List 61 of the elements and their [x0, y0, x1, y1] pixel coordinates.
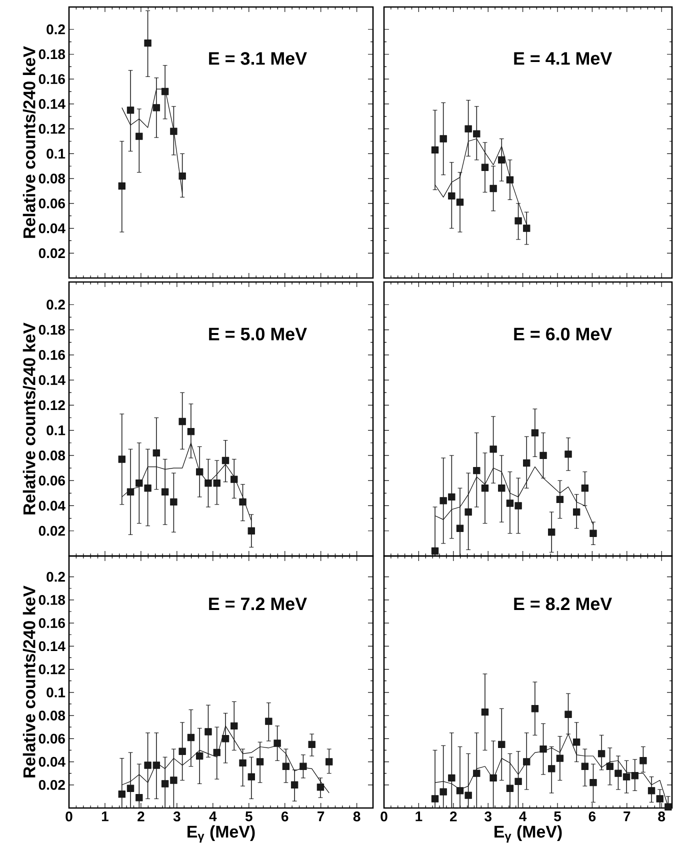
x-tick-label: 6 — [588, 812, 596, 822]
text: E = 4.1 MeV — [514, 52, 612, 65]
y-tick-label: 0.08 — [38, 174, 66, 184]
x-axis-title: E$_{γ}$ (MeV) — [188, 825, 255, 843]
y-tick-label: 0.14 — [38, 375, 66, 385]
y-tick-label: 0.18 — [38, 324, 66, 335]
x-tick-label: 0 — [66, 812, 72, 822]
y-tick-label: 0.14 — [38, 641, 66, 652]
y-tick-label: 0.18 — [38, 594, 66, 605]
x-tick-label: 3 — [173, 812, 180, 822]
y-tick-label: 0.02 — [38, 780, 65, 790]
x-tick-label: 5 — [554, 812, 561, 822]
y-tick-label: 0.12 — [38, 664, 65, 674]
text: E = 5.0 MeV — [209, 328, 307, 340]
y-tick-label: 0.08 — [38, 710, 66, 720]
y-tick-label: 0.02 — [38, 248, 65, 258]
y-tick-label: 0.2 — [46, 300, 65, 310]
x-tick-label: 1 — [416, 812, 422, 822]
x-axis-title: E$_{γ}$ (MeV) — [494, 825, 562, 843]
x-tick-label: 4 — [209, 812, 217, 822]
point — [664, 803, 672, 810]
y-tick-label: 0.08 — [38, 450, 66, 460]
y-tick-label: 0.06 — [38, 198, 65, 208]
y-tick-label: 0.2 — [46, 24, 65, 34]
y-tick-label: 0.04 — [38, 500, 66, 511]
y-tick-label: 0.1 — [46, 148, 66, 159]
x-tick-label: 2 — [138, 812, 144, 822]
y-tick-label: 0.02 — [38, 526, 65, 536]
y-axis-title: Relative counts/240 keV — [22, 322, 36, 514]
y-tick-label: 0.1 — [46, 425, 66, 436]
x-tick-label: 0 — [380, 812, 388, 822]
y-tick-label: 0.06 — [38, 734, 65, 744]
text: E = 8.2 MeV — [514, 598, 612, 610]
y-tick-label: 0.16 — [38, 618, 65, 628]
y-tick-label: 0.12 — [38, 400, 65, 410]
y-axis-title: Relative counts/240 keV — [22, 46, 36, 238]
x-tick-label: 3 — [484, 812, 492, 822]
y-axis-title: Relative counts/240 keV — [22, 586, 36, 778]
y-tick-label: 0.12 — [38, 124, 65, 134]
x-tick-label: 7 — [318, 812, 324, 822]
y-tick-label: 0.16 — [38, 350, 65, 360]
y-tick-label: 0.04 — [38, 756, 66, 767]
y-tick-label: 0.06 — [38, 476, 65, 486]
point — [656, 795, 664, 802]
x-tick-label: 8 — [353, 812, 360, 822]
y-tick-label: 0.16 — [38, 74, 65, 84]
x-tick-label: 1 — [102, 812, 108, 822]
x-tick-label: 6 — [282, 812, 288, 822]
text: E = 3.1 MeV — [209, 52, 307, 65]
x-tick-label: 2 — [450, 812, 457, 822]
y-tick-label: 0.2 — [46, 572, 65, 582]
y-tick-label: 0.04 — [38, 223, 66, 234]
text: E = 7.2 MeV — [209, 598, 307, 610]
x-tick-label: 4 — [519, 812, 527, 822]
x-tick-label: 5 — [245, 812, 252, 822]
text: E = 6.0 MeV — [514, 328, 612, 340]
x-tick-label: 7 — [624, 812, 630, 822]
x-tick-label: 8 — [658, 812, 666, 822]
y-tick-label: 0.14 — [38, 99, 66, 109]
y-tick-label: 0.1 — [46, 687, 66, 698]
y-tick-label: 0.18 — [38, 49, 66, 60]
